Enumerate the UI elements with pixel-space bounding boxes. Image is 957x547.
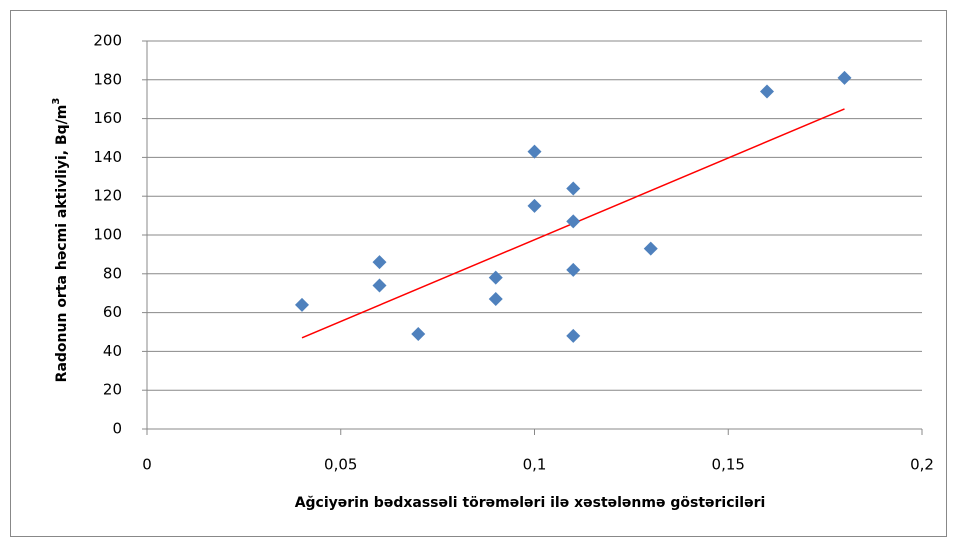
data-point — [295, 297, 309, 312]
y-tick-label: 160 — [93, 109, 122, 127]
y-tick-label: 180 — [93, 70, 122, 88]
y-axis-title-superscript: 3 — [51, 98, 62, 105]
x-axis-title: Ağciyərin bədxassəli törəmələri ilə xəst… — [295, 495, 766, 511]
y-axis-title: Radonun orta həcmi aktivliyi, Bq/m3 — [51, 98, 70, 383]
data-point — [566, 328, 581, 343]
data-point — [411, 326, 426, 341]
data-point — [837, 70, 852, 85]
data-point — [527, 198, 542, 213]
x-tick-label: 0,05 — [324, 456, 357, 474]
data-point — [372, 278, 387, 293]
data-point — [488, 292, 503, 307]
y-axis-title-text: Radonun orta həcmi aktivliyi, Bq/m — [54, 105, 70, 383]
data-point — [527, 144, 542, 159]
data-point — [566, 214, 581, 229]
y-tick-label: 200 — [93, 32, 122, 50]
y-tick-label: 0 — [112, 420, 122, 438]
x-tick-label: 0,2 — [910, 456, 934, 474]
data-point — [566, 262, 581, 277]
x-tick-label: 0,1 — [523, 456, 547, 474]
x-tick-label: 0 — [142, 456, 152, 474]
x-tick-label: 0,15 — [712, 456, 745, 474]
y-tick-label: 20 — [103, 381, 122, 399]
data-point — [760, 84, 774, 99]
data-point — [488, 270, 503, 285]
y-tick-label: 140 — [93, 148, 122, 166]
y-tick-label: 80 — [103, 264, 122, 282]
data-point — [566, 181, 581, 196]
data-point — [372, 255, 387, 270]
data-point — [643, 241, 658, 256]
y-tick-label: 40 — [103, 342, 122, 360]
y-tick-label: 120 — [93, 187, 122, 205]
y-tick-label: 60 — [103, 303, 122, 321]
y-tick-label: 100 — [93, 226, 122, 244]
